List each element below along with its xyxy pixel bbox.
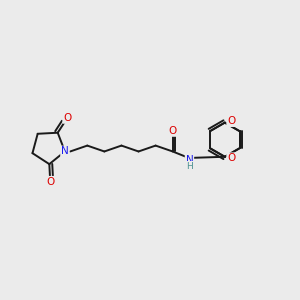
Text: N: N xyxy=(61,146,69,157)
Text: H: H xyxy=(186,162,193,171)
Text: O: O xyxy=(227,116,236,126)
Text: N: N xyxy=(186,155,193,165)
Text: O: O xyxy=(63,113,71,123)
Text: O: O xyxy=(169,126,177,136)
Text: O: O xyxy=(46,177,54,187)
Text: O: O xyxy=(227,153,236,163)
